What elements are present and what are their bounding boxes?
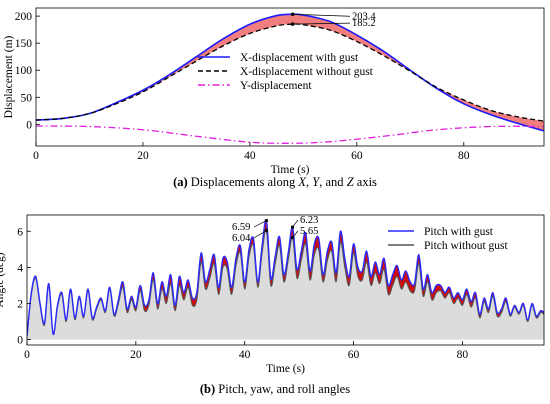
- panel-b-x-tick-label: 60: [348, 349, 360, 361]
- caption-a-y: Y: [312, 175, 320, 189]
- panel-a-x-axis-label: Time (s): [271, 164, 310, 176]
- annotation-label: 6.23: [300, 215, 318, 226]
- caption-a-label: (a): [173, 175, 188, 189]
- annotation-with-gust: 203.4: [352, 11, 376, 22]
- annotation-label: 6.59: [232, 222, 250, 233]
- caption-a-z: Z: [346, 175, 354, 189]
- panel-a-y-axis-label: Displacement (m): [3, 35, 15, 118]
- panel-b-plot-area: [27, 219, 544, 340]
- caption-b: (b) Pitch, yaw, and roll angles: [0, 382, 550, 397]
- series-line-x-displacement-without-gust: [35, 23, 545, 122]
- annotation-leader-without-gust: [292, 22, 351, 25]
- annotation-leader: [292, 230, 299, 238]
- panel-b-y-tick-label: 0: [17, 335, 23, 347]
- panel-b-y-tick-label: 4: [17, 262, 23, 274]
- panel-b-plot-frame: [26, 214, 545, 346]
- panel-b-x-tick-label: 80: [457, 349, 469, 361]
- panel-b-y-tick-label: 2: [17, 298, 23, 310]
- legend-label: X-displacement with gust: [240, 52, 359, 64]
- caption-a-text-2: ,: [306, 175, 313, 189]
- panel-a-y-tick-label: 100: [15, 65, 33, 77]
- caption-b-label: (b): [199, 382, 216, 396]
- panel-a-y-tick-label: 200: [15, 11, 33, 23]
- series-line-pitch-with-gust: [27, 219, 544, 337]
- panel-a-x-tick-label: 80: [458, 150, 470, 162]
- panel-a-y-tick-label: 0: [26, 119, 32, 131]
- panel-a-x-tick-label: 0: [33, 150, 39, 162]
- annotation-leader-with-gust: [292, 13, 351, 17]
- panel-b-y-tick-label: 6: [17, 226, 23, 238]
- annotation-leader: [292, 219, 299, 228]
- caption-b-text: Pitch, yaw, and roll angles: [218, 382, 351, 396]
- panel-b: 6.596.04 6.235.65 0 20 40 60 80 0 2 4 6 Time (s) Ang…: [0, 214, 545, 375]
- panel-b-x-tick-label: 0: [24, 349, 30, 361]
- panel-b-x-tick-label: 20: [130, 349, 142, 361]
- series-line-y-displacement: [35, 125, 545, 144]
- caption-a-text-4: axis: [353, 175, 377, 189]
- panel-a-x-tick-label: 40: [244, 150, 256, 162]
- caption-a-text-3: , and: [319, 175, 347, 189]
- panel-b-x-axis-label: Time (s): [266, 363, 305, 375]
- caption-a: (a) Displacements along X, Y, and Z axis: [0, 175, 550, 190]
- panel-a-x-tick-label: 60: [351, 150, 363, 162]
- caption-a-x: X: [298, 175, 307, 189]
- caption-a-text-1: Displacements along: [190, 175, 299, 189]
- panel-a-x-tick-label: 20: [137, 150, 149, 162]
- panel-a-y-tick-label: 50: [21, 92, 33, 104]
- annotation-without-gust: 185.2: [352, 18, 376, 29]
- legend-label: Y-displacement: [240, 80, 312, 92]
- annotation-label: 5.65: [300, 226, 318, 237]
- legend-label: Pitch without gust: [424, 240, 509, 252]
- legend-label: X-displacement without gust: [240, 66, 374, 78]
- panel-a-y-tick-label: 150: [15, 38, 33, 50]
- panel-b-x-tick-label: 40: [239, 349, 251, 361]
- panel-a-plot-frame: [35, 7, 545, 147]
- annotation-leader: [253, 220, 267, 228]
- panel-b-y-axis-label: Angle (deg): [0, 252, 6, 307]
- annotation-label: 6.04: [232, 233, 251, 244]
- annotation-leader: [253, 230, 267, 239]
- legend-label: Pitch with gust: [424, 226, 494, 238]
